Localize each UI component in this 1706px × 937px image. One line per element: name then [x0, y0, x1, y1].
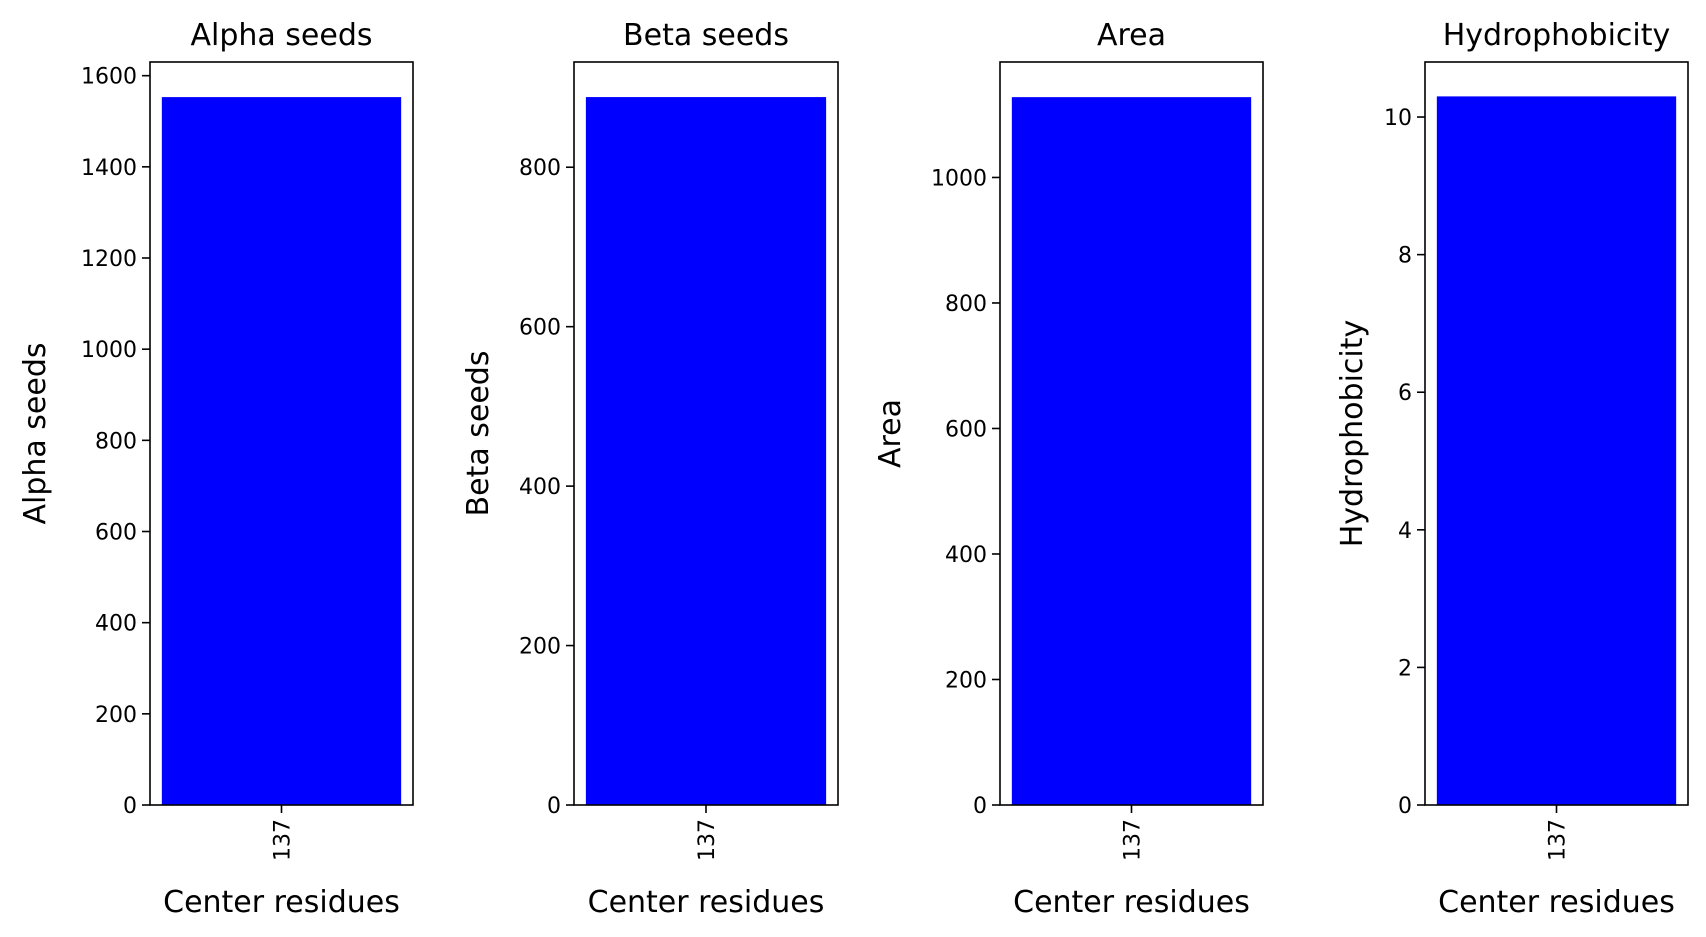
- y-tick-label: 0: [973, 794, 987, 819]
- y-tick-label: 600: [945, 417, 987, 442]
- x-axis-label: Center residues: [163, 885, 400, 920]
- y-tick-label: 800: [519, 156, 561, 181]
- y-tick-label: 1400: [81, 156, 137, 181]
- y-tick-label: 1600: [81, 65, 137, 90]
- subplot-title: Alpha seeds: [190, 18, 372, 53]
- y-tick-label: 0: [1398, 794, 1412, 819]
- y-tick-label: 200: [945, 668, 987, 693]
- y-tick-label: 800: [95, 429, 137, 454]
- x-axis-label: Center residues: [588, 885, 825, 920]
- y-tick-label: 400: [945, 543, 987, 568]
- subplot-title: Beta seeds: [623, 18, 789, 53]
- y-tick-label: 4: [1398, 519, 1412, 544]
- bar-137: [585, 97, 827, 805]
- y-tick-label: 200: [519, 635, 561, 660]
- x-axis-label: Center residues: [1013, 885, 1250, 920]
- y-axis-label: Hydrophobicity: [1335, 320, 1370, 548]
- bar-137: [1436, 96, 1677, 806]
- subplot-2: 137 0 200 400 600 800 Beta seeds Center residue…: [461, 18, 839, 920]
- y-tick-label: 800: [945, 292, 987, 317]
- subplot-1: 137 0 200 400 600 800 1000 1200 1400 1600 Alpha se…: [18, 18, 414, 920]
- y-tick-label: 8: [1398, 244, 1412, 269]
- subplot-3: 137 0 200 400 600 800 1000 Area Center residues A…: [873, 18, 1264, 920]
- axes-frame: [999, 61, 1264, 806]
- y-tick-label: 600: [95, 521, 137, 546]
- y-tick-label: 600: [519, 316, 561, 341]
- y-tick-label: 0: [547, 794, 561, 819]
- y-tick-label: 400: [519, 475, 561, 500]
- y-axis-label: Alpha seeds: [18, 342, 53, 524]
- axes-frame: [149, 61, 414, 806]
- y-tick-label: 0: [123, 794, 137, 819]
- axes-frame: [1424, 61, 1689, 806]
- y-axis-label: Area: [873, 399, 908, 468]
- y-tick-label: 200: [95, 703, 137, 728]
- x-tick-label: 137: [271, 819, 296, 861]
- y-tick-label: 1000: [931, 166, 987, 191]
- bar-137: [161, 97, 402, 806]
- y-tick-label: 6: [1398, 381, 1412, 406]
- y-axis-label: Beta seeds: [461, 351, 496, 517]
- bar-137: [1011, 97, 1252, 805]
- x-tick-label: 137: [1546, 819, 1571, 861]
- y-tick-label: 10: [1384, 106, 1412, 131]
- subplot-title: Hydrophobicity: [1443, 18, 1671, 53]
- x-axis-label: Center residues: [1438, 885, 1675, 920]
- y-tick-label: 1200: [81, 247, 137, 272]
- y-tick-label: 1000: [81, 338, 137, 363]
- y-tick-label: 400: [95, 612, 137, 637]
- axes-frame: [573, 61, 839, 806]
- subplot-title: Area: [1097, 18, 1166, 53]
- x-tick-label: 137: [1121, 819, 1146, 861]
- y-tick-label: 2: [1398, 656, 1412, 681]
- x-tick-label: 137: [695, 819, 720, 861]
- subplot-4: 137 0 2 4 6 8 10 Hydrophobicity Center residues H…: [1335, 18, 1689, 920]
